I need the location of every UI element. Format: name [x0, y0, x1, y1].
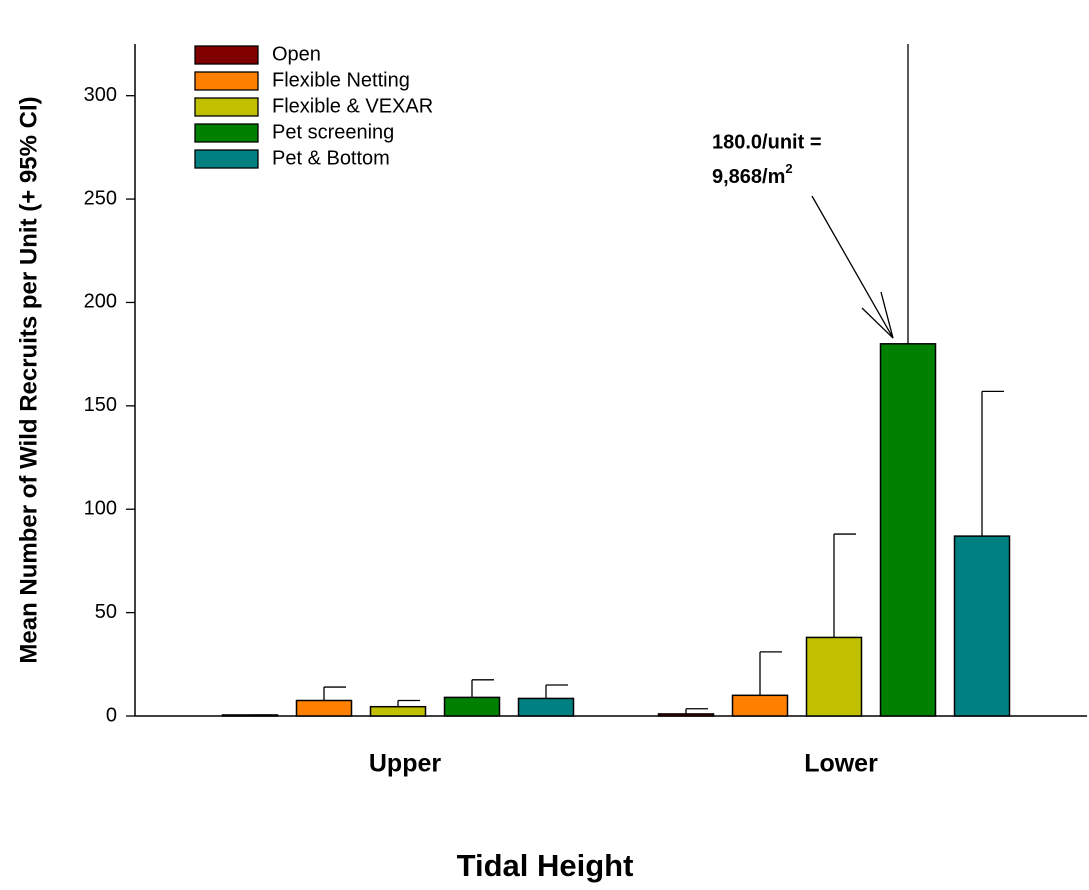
legend-label: Flexible & VEXAR [272, 95, 433, 117]
legend-swatch [194, 123, 259, 143]
bar [731, 694, 789, 717]
legend-swatch [194, 71, 259, 91]
annotation-text: 9,868/m [712, 166, 785, 188]
legend-label: Flexible Netting [272, 69, 410, 91]
bars [221, 44, 1011, 717]
y-tick-label: 200 [84, 291, 117, 313]
annotation: 180.0/unit = [712, 131, 822, 153]
y-tick-label: 50 [95, 601, 117, 623]
y-tick-label: 100 [84, 498, 117, 520]
bar [805, 636, 863, 717]
annotation: 9,868/m2 [712, 161, 793, 188]
legend-swatch [194, 97, 259, 117]
legend-label: Pet & Bottom [272, 147, 390, 169]
legend-swatch [194, 149, 259, 169]
annotation-superscript: 2 [785, 161, 792, 176]
y-tick-label: 0 [106, 704, 117, 726]
bar [517, 697, 575, 717]
bar [657, 713, 715, 717]
y-tick-label: 250 [84, 187, 117, 209]
y-tick-label: 300 [84, 84, 117, 106]
x-tick-label: Upper [369, 750, 442, 778]
bar [221, 714, 279, 717]
legend-label: Pet screening [272, 121, 394, 143]
bar [295, 699, 353, 717]
x-tick-label: Lower [804, 750, 878, 778]
bar [879, 343, 937, 717]
annotation-arrow [811, 195, 894, 339]
bar [443, 696, 501, 717]
bar [953, 535, 1011, 717]
x-axis-label: Tidal Height [457, 848, 634, 883]
y-tick-label: 150 [84, 394, 117, 416]
legend-swatch [194, 45, 259, 65]
legend-label: Open [272, 43, 321, 65]
bar [369, 705, 427, 717]
y-axis-label: Mean Number of Wild Recruits per Unit (+… [15, 96, 42, 663]
